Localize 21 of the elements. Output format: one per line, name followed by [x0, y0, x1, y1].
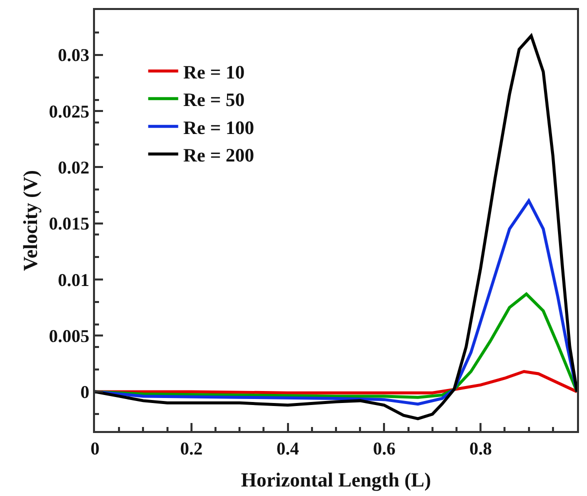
- x-axis-title: Horizontal Length (L): [241, 470, 431, 492]
- legend-label: Re = 50: [183, 90, 245, 112]
- y-axis-title: Velocity (V): [20, 170, 42, 271]
- x-tick-label: 0.8: [469, 438, 492, 459]
- y-tick-label: 0.03: [58, 45, 90, 66]
- x-tick-label: 0.6: [372, 438, 396, 459]
- y-tick-label: 0.005: [48, 326, 90, 346]
- line-series: [95, 199, 577, 406]
- line-series: [95, 34, 577, 420]
- legend-label: Re = 200: [183, 145, 254, 166]
- y-tick-label: 0.015: [48, 214, 90, 234]
- y-tick-label: 0: [80, 382, 90, 402]
- legend-label: Re = 100: [183, 118, 254, 139]
- line-series: [95, 292, 577, 399]
- y-tick-label: 0.01: [58, 270, 90, 290]
- y-tick-label: 0.025: [48, 101, 90, 122]
- x-tick-label: 0.4: [276, 438, 300, 459]
- x-tick-label: 0.2: [180, 438, 203, 459]
- line-series: [95, 370, 577, 394]
- y-tick-label: 0.02: [58, 157, 90, 178]
- legend-label: Re = 10: [183, 62, 245, 84]
